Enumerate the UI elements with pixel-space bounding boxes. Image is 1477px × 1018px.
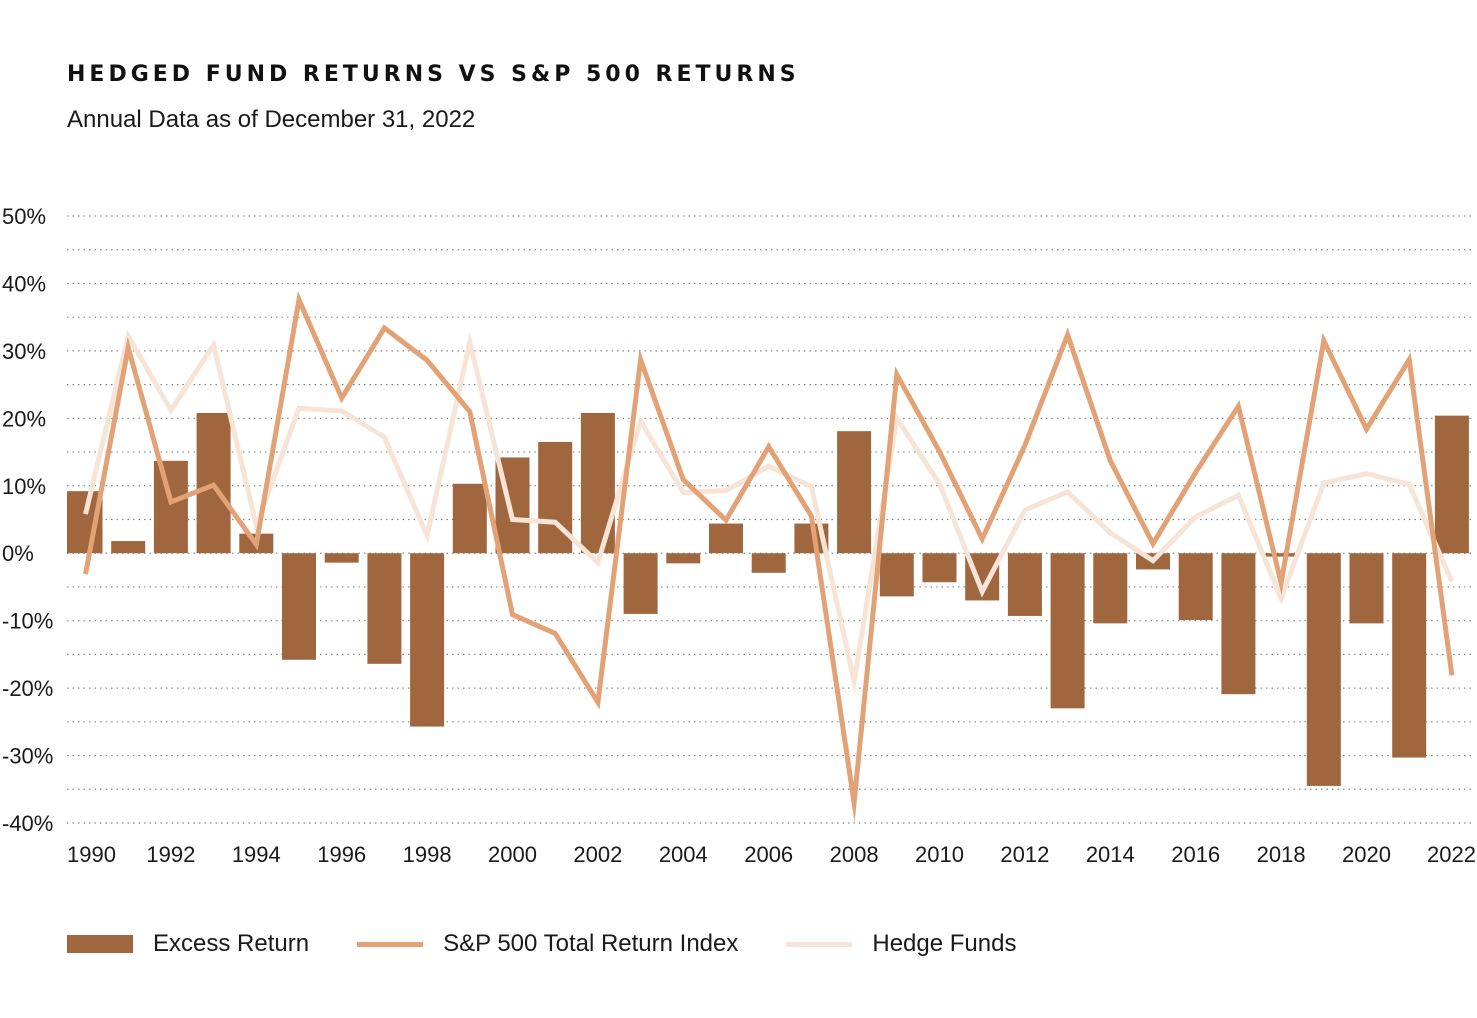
legend-item-excess-return[interactable]: Excess Return [67,930,309,958]
x-tick-label: 2018 [1257,842,1306,867]
y-tick-label: 50% [2,204,46,229]
x-tick-label: 2012 [1000,842,1049,867]
legend-label-sp500: S&P 500 Total Return Index [443,930,739,957]
excess-return-bar[interactable] [666,553,701,564]
excess-return-bar[interactable] [452,483,487,554]
y-tick-label: 10% [2,474,46,499]
grid-lines [67,215,1474,824]
chart-title: HEDGED FUND RETURNS VS S&P 500 RETURNS [67,62,800,87]
y-tick-label: 20% [2,406,46,431]
x-tick-label: 2008 [830,842,879,867]
excess-return-bar[interactable] [879,553,914,597]
chart-legend: Excess Return S&P 500 Total Return Index… [67,926,1064,962]
x-tick-label: 2016 [1171,842,1220,867]
excess-return-bar[interactable] [922,553,957,583]
axis-labels: 50% 40% 30% 20% 10% 0% -10% -20% -30% -40% 1990 199… [2,204,1476,867]
excess-return-bar[interactable] [324,553,359,563]
excess-return-bar[interactable] [580,412,615,554]
excess-return-bar[interactable] [1306,553,1341,786]
excess-return-bars [67,412,1469,786]
y-tick-label: 40% [2,271,46,296]
excess-return-bar[interactable] [1221,553,1256,695]
y-tick-label: 0% [2,541,34,566]
x-tick-label: 1990 [67,842,116,867]
excess-return-bar[interactable] [623,553,658,614]
excess-return-bar[interactable] [1178,553,1213,620]
legend-item-sp500[interactable]: S&P 500 Total Return Index [357,930,738,958]
excess-return-bar[interactable] [410,553,445,727]
excess-return-bar[interactable] [709,523,743,554]
y-tick-label: 30% [2,339,46,364]
y-tick-label: -30% [2,744,53,769]
x-tick-label: 2010 [915,842,964,867]
x-tick-label: 1994 [232,842,281,867]
excess-return-bar[interactable] [837,431,872,554]
x-tick-label: 2000 [488,842,537,867]
x-tick-label: 1998 [403,842,452,867]
excess-return-bar[interactable] [282,553,316,660]
y-tick-label: -40% [2,811,53,836]
hedge-funds-line[interactable] [83,329,1455,695]
legend-label-hedge-funds: Hedge Funds [872,930,1017,957]
x-tick-label: 2014 [1086,842,1135,867]
sp500-line[interactable] [83,290,1455,824]
series-lines [83,290,1455,824]
excess-return-bar[interactable] [1007,553,1042,616]
y-tick-label: -20% [2,676,53,701]
legend-item-hedge-funds[interactable]: Hedge Funds [786,930,1016,958]
excess-return-bar[interactable] [367,553,402,664]
legend-swatch-sp500 [357,941,424,947]
excess-return-bar[interactable] [751,553,786,573]
x-tick-label: 2022 [1427,842,1476,867]
chart-subtitle: Annual Data as of December 31, 2022 [67,106,476,133]
x-tick-label: 2020 [1342,842,1391,867]
x-tick-label: 2006 [744,842,793,867]
excess-return-bar[interactable] [1392,553,1427,758]
excess-return-bar[interactable] [1349,553,1384,624]
x-tick-label: 2004 [659,842,708,867]
legend-label-excess-return: Excess Return [153,930,310,957]
x-tick-label: 1996 [317,842,366,867]
excess-return-bar[interactable] [153,460,188,554]
excess-return-bar[interactable] [1050,553,1085,709]
excess-return-bar[interactable] [111,541,146,554]
x-tick-label: 1992 [146,842,195,867]
excess-return-bar[interactable] [1093,553,1128,624]
legend-swatch-excess-return [67,935,133,953]
excess-return-bar[interactable] [1264,553,1299,557]
excess-return-bar[interactable] [1434,415,1469,554]
y-tick-label: -10% [2,609,53,634]
legend-swatch-hedge-funds [786,941,853,947]
x-tick-label: 2002 [573,842,622,867]
